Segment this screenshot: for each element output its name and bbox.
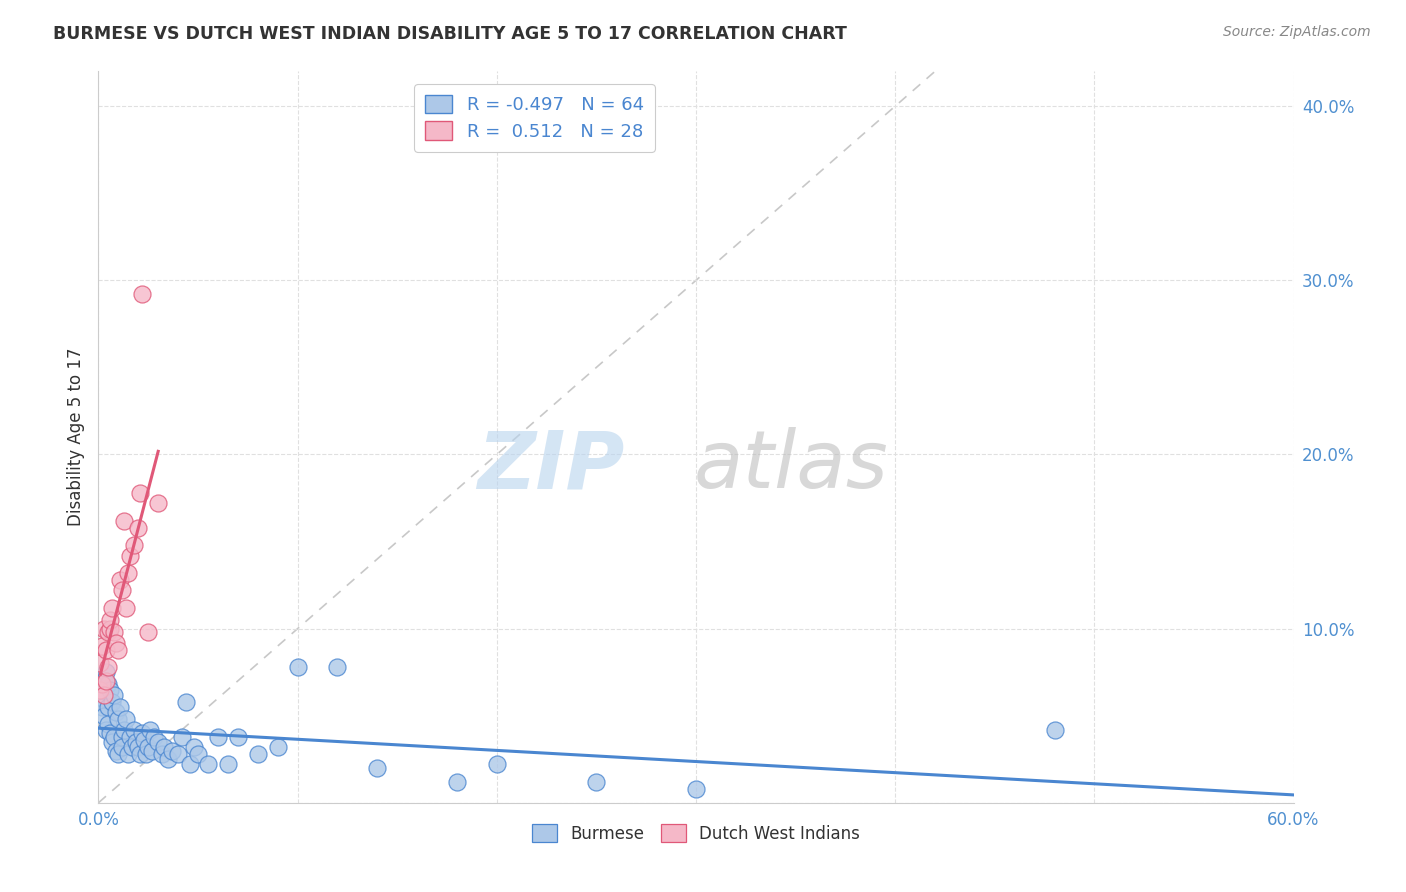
Point xyxy=(685,781,707,796)
Point xyxy=(446,775,468,789)
Point xyxy=(174,695,197,709)
Point xyxy=(117,566,139,580)
Point xyxy=(115,600,138,615)
Point xyxy=(179,757,201,772)
Point xyxy=(167,747,190,761)
Point xyxy=(366,761,388,775)
Point xyxy=(97,660,120,674)
Point xyxy=(1043,723,1066,737)
Point xyxy=(115,712,138,726)
Point xyxy=(326,660,349,674)
Point xyxy=(89,657,111,671)
Point xyxy=(124,723,146,737)
Point xyxy=(585,775,607,789)
Point xyxy=(111,740,134,755)
Point xyxy=(485,757,508,772)
Point xyxy=(120,730,142,744)
Point xyxy=(139,723,162,737)
Point xyxy=(226,730,249,744)
Point xyxy=(93,708,115,723)
Point xyxy=(136,625,159,640)
Point xyxy=(98,682,122,697)
Point xyxy=(93,622,115,636)
Point xyxy=(89,682,111,697)
Point xyxy=(157,752,180,766)
Point xyxy=(107,642,129,657)
Point xyxy=(98,622,122,636)
Point xyxy=(105,705,128,719)
Point xyxy=(121,740,143,755)
Point xyxy=(97,717,120,731)
Text: Source: ZipAtlas.com: Source: ZipAtlas.com xyxy=(1223,25,1371,39)
Text: BURMESE VS DUTCH WEST INDIAN DISABILITY AGE 5 TO 17 CORRELATION CHART: BURMESE VS DUTCH WEST INDIAN DISABILITY … xyxy=(53,25,848,43)
Point xyxy=(135,747,157,761)
Point xyxy=(93,673,115,688)
Point xyxy=(217,757,239,772)
Point xyxy=(131,287,153,301)
Point xyxy=(89,682,111,697)
Point xyxy=(111,583,134,598)
Point xyxy=(125,735,148,749)
Point xyxy=(91,639,114,653)
Point xyxy=(96,723,118,737)
Point xyxy=(103,730,125,744)
Point xyxy=(153,740,176,755)
Point xyxy=(93,688,115,702)
Point xyxy=(107,747,129,761)
Point xyxy=(101,735,124,749)
Point xyxy=(141,743,163,757)
Point xyxy=(96,642,118,657)
Point xyxy=(129,485,152,500)
Point xyxy=(129,747,152,761)
Point xyxy=(127,740,149,755)
Point xyxy=(117,747,139,761)
Point xyxy=(183,740,205,755)
Point xyxy=(91,677,114,691)
Point xyxy=(105,635,128,649)
Point xyxy=(197,757,219,772)
Point xyxy=(246,747,269,761)
Point xyxy=(98,613,122,627)
Point xyxy=(98,726,122,740)
Point xyxy=(112,723,135,737)
Y-axis label: Disability Age 5 to 17: Disability Age 5 to 17 xyxy=(66,348,84,526)
Point xyxy=(105,743,128,757)
Point xyxy=(124,538,146,552)
Point xyxy=(267,740,290,755)
Point xyxy=(136,740,159,755)
Point xyxy=(91,700,114,714)
Text: atlas: atlas xyxy=(695,427,889,506)
Point xyxy=(103,625,125,640)
Point xyxy=(103,688,125,702)
Point xyxy=(97,700,120,714)
Point xyxy=(172,730,194,744)
Point xyxy=(148,496,170,510)
Point xyxy=(91,691,114,706)
Point xyxy=(111,730,134,744)
Point xyxy=(96,665,118,680)
Point xyxy=(112,514,135,528)
Point xyxy=(97,625,120,640)
Point xyxy=(287,660,309,674)
Point xyxy=(127,521,149,535)
Legend: Burmese, Dutch West Indians: Burmese, Dutch West Indians xyxy=(526,818,866,849)
Point xyxy=(110,573,132,587)
Point xyxy=(96,673,118,688)
Point xyxy=(143,730,166,744)
Point xyxy=(207,730,229,744)
Point xyxy=(150,747,173,761)
Point xyxy=(131,726,153,740)
Point xyxy=(101,695,124,709)
Point xyxy=(101,600,124,615)
Point xyxy=(120,549,142,563)
Point xyxy=(107,712,129,726)
Point xyxy=(160,743,183,757)
Text: ZIP: ZIP xyxy=(477,427,624,506)
Point xyxy=(148,735,170,749)
Point xyxy=(187,747,209,761)
Point xyxy=(110,700,132,714)
Point xyxy=(97,677,120,691)
Point xyxy=(134,733,156,747)
